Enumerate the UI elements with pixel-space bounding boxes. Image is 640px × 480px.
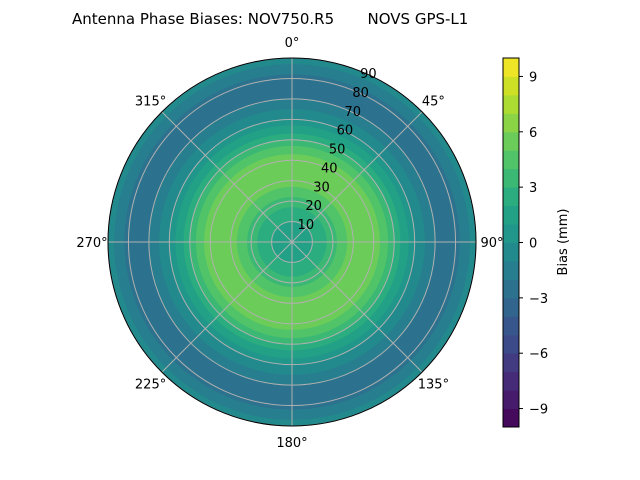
angular-tick-label: 45° <box>422 95 445 110</box>
colorbar-segment <box>503 224 519 243</box>
angular-tick-label: 90° <box>480 236 503 251</box>
radial-tick-label: 20 <box>305 199 322 214</box>
colorbar-segment <box>503 353 519 373</box>
radial-tick-label: 90 <box>360 67 377 82</box>
radial-tick-label: 30 <box>313 180 330 195</box>
angular-gridline <box>291 111 423 243</box>
colorbar-segment <box>503 279 519 299</box>
angular-gridline <box>161 111 293 243</box>
radial-tick-label: 60 <box>337 124 354 139</box>
colorbar-segment <box>503 297 519 317</box>
angular-tick-label: 315° <box>135 95 166 110</box>
colorbar-segment <box>503 408 519 428</box>
colorbar-segment <box>503 334 519 354</box>
radial-tick-label: 50 <box>329 143 346 158</box>
angular-tick-label: 270° <box>76 236 107 251</box>
colorbar-segment <box>503 58 519 77</box>
colorbar-tick-label: −6 <box>529 347 548 362</box>
radial-tick-label: 10 <box>298 218 315 233</box>
colorbar-segment <box>503 113 519 133</box>
angular-tick-label: 135° <box>418 377 449 392</box>
angular-gridline <box>291 241 423 373</box>
colorbar-segment <box>503 150 519 170</box>
angular-gridline <box>161 241 293 373</box>
radial-tick-label: 70 <box>344 105 361 120</box>
angular-tick-labels: 0° 45° 90° 135° 180° 225° 270° 315° <box>76 36 503 451</box>
colorbar-segment <box>503 260 519 280</box>
colorbar-tick-label: 0 <box>529 237 537 252</box>
colorbar-segment <box>503 371 519 391</box>
colorbar-segment <box>503 168 519 188</box>
colorbar-segment <box>503 76 519 96</box>
radial-tick-label: 40 <box>321 161 338 176</box>
colorbar-tick-label: 6 <box>529 126 537 141</box>
colorbar-segment <box>503 205 519 225</box>
colorbar-label: Bias (mm) <box>556 209 571 276</box>
polar-grid <box>107 57 477 427</box>
angular-tick-label: 225° <box>135 377 166 392</box>
colorbar-segment <box>503 131 519 151</box>
radial-tick-labels: 10 20 30 40 50 60 70 80 90 <box>298 67 377 233</box>
colorbar-segment <box>503 316 519 336</box>
colorbar-segment <box>503 187 519 207</box>
colorbar-tick-label: 3 <box>529 181 537 196</box>
colorbar-segment <box>503 242 519 262</box>
polar-frame <box>107 57 477 427</box>
colorbar-tick-label: −3 <box>529 292 548 307</box>
angular-tick-label: 180° <box>276 436 307 451</box>
colorbar-tick-label: 9 <box>529 70 537 85</box>
colorbar-segment <box>503 94 519 114</box>
radial-tick-label: 80 <box>352 86 369 101</box>
chart-title: Antenna Phase Biases: NOV750.R5 NOVS GPS… <box>72 10 468 28</box>
angular-tick-label: 0° <box>285 36 300 51</box>
colorbar-segment <box>503 390 519 410</box>
colorbar: −9 −6 −3 0 3 6 9 <box>502 57 548 428</box>
colorbar-tick-label: −9 <box>529 403 548 418</box>
